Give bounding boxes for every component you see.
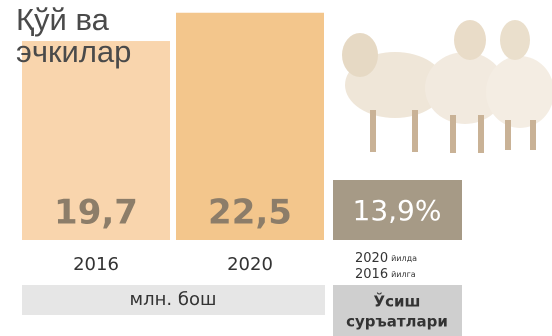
bar — [176, 12, 324, 240]
value-label: 19,7 — [54, 193, 138, 233]
sheep-illustration — [342, 20, 552, 153]
chart-title: Қўй ва эчкилар — [16, 2, 132, 69]
x-tick-label: 2020 — [227, 254, 273, 275]
unit-label: млн. бош — [130, 289, 217, 310]
growth-caption: Ўсиш — [374, 292, 421, 311]
note-word: йилда — [391, 254, 417, 263]
growth-note: 2016 йилга — [355, 267, 416, 282]
x-tick-label: 2016 — [73, 254, 119, 275]
growth-box — [333, 180, 462, 240]
growth-note: 2020 йилда — [355, 251, 417, 266]
growth-caption: суръатлари — [346, 313, 448, 331]
unit-band — [22, 285, 325, 315]
note-word: йилга — [391, 270, 416, 279]
bar — [22, 41, 170, 240]
caption-band — [333, 285, 462, 336]
value-label: 22,5 — [208, 193, 292, 233]
note-year: 2016 — [355, 267, 388, 282]
growth-label: 13,9% — [353, 194, 442, 227]
note-year: 2020 — [355, 251, 388, 266]
